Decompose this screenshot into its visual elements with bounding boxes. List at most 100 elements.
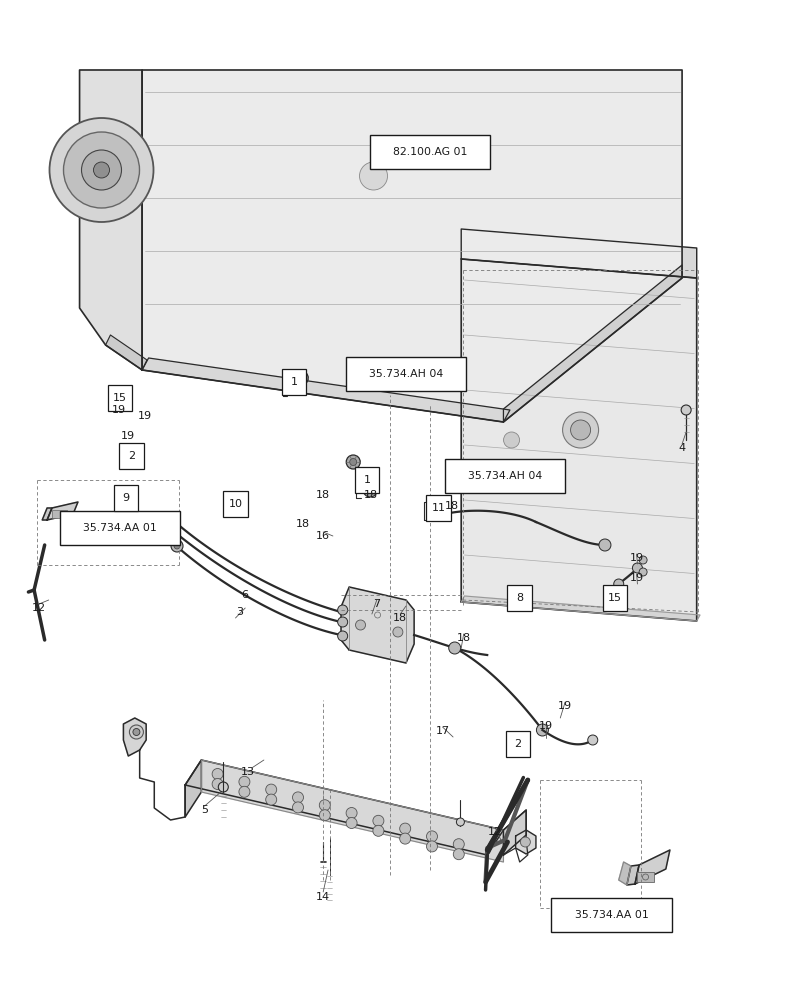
Text: 35.734.AH 04: 35.734.AH 04 <box>368 369 443 379</box>
Bar <box>637 872 653 882</box>
Text: 1: 1 <box>363 475 370 485</box>
Bar <box>602 585 626 611</box>
Circle shape <box>298 374 304 381</box>
Bar <box>108 385 132 411</box>
Circle shape <box>393 627 402 637</box>
Polygon shape <box>626 865 638 885</box>
Circle shape <box>599 539 610 551</box>
Circle shape <box>453 849 464 860</box>
Circle shape <box>337 631 347 641</box>
Text: 2: 2 <box>128 451 135 461</box>
Text: 18: 18 <box>456 633 470 643</box>
Text: 1: 1 <box>290 377 297 387</box>
Text: 35.734.AA 01: 35.734.AA 01 <box>574 910 647 920</box>
Text: 7: 7 <box>373 599 380 609</box>
Polygon shape <box>185 760 201 817</box>
Circle shape <box>632 563 642 573</box>
Polygon shape <box>461 259 696 621</box>
Bar <box>281 369 306 395</box>
Text: 19: 19 <box>137 411 152 421</box>
Polygon shape <box>461 229 696 278</box>
Text: 2: 2 <box>514 739 521 749</box>
Circle shape <box>448 642 460 654</box>
Text: 11: 11 <box>431 503 445 513</box>
Circle shape <box>265 794 277 805</box>
Polygon shape <box>79 70 142 370</box>
Text: 16: 16 <box>315 531 330 541</box>
Text: 6: 6 <box>242 590 248 600</box>
Bar <box>551 898 671 932</box>
Circle shape <box>613 579 623 589</box>
Circle shape <box>337 605 347 615</box>
Text: 18: 18 <box>444 501 459 511</box>
Circle shape <box>294 371 308 385</box>
Circle shape <box>345 455 360 469</box>
Bar <box>52 510 67 518</box>
Text: 3: 3 <box>236 607 242 617</box>
Text: 19: 19 <box>121 431 135 441</box>
Bar <box>354 467 379 493</box>
Circle shape <box>174 543 180 549</box>
Circle shape <box>238 776 250 787</box>
Circle shape <box>359 162 387 190</box>
Circle shape <box>171 540 182 552</box>
Bar <box>370 135 490 169</box>
Polygon shape <box>47 502 78 520</box>
Text: 35.734.AA 01: 35.734.AA 01 <box>84 523 157 533</box>
Polygon shape <box>634 850 669 884</box>
Circle shape <box>587 735 597 745</box>
Circle shape <box>536 724 547 736</box>
Circle shape <box>129 725 144 739</box>
Circle shape <box>212 768 223 779</box>
Bar <box>223 491 247 517</box>
Text: 19: 19 <box>111 405 126 415</box>
Circle shape <box>93 162 109 178</box>
Circle shape <box>562 412 598 448</box>
Text: 17: 17 <box>435 726 449 736</box>
Circle shape <box>570 420 590 440</box>
Circle shape <box>238 786 250 797</box>
Bar <box>505 731 530 757</box>
Text: 12: 12 <box>487 827 502 837</box>
Circle shape <box>426 841 437 852</box>
Polygon shape <box>142 70 681 422</box>
Circle shape <box>292 792 303 803</box>
Text: 18: 18 <box>393 613 407 623</box>
Circle shape <box>319 810 330 821</box>
Text: 35.734.AH 04: 35.734.AH 04 <box>467 471 542 481</box>
Polygon shape <box>618 862 630 885</box>
Text: 13: 13 <box>240 767 255 777</box>
Text: 15: 15 <box>607 593 621 603</box>
Bar <box>114 485 138 511</box>
Bar <box>444 459 564 493</box>
Circle shape <box>399 823 410 834</box>
Circle shape <box>367 487 373 493</box>
Bar <box>119 443 144 469</box>
Circle shape <box>212 778 223 789</box>
Polygon shape <box>515 830 535 854</box>
Bar <box>60 511 180 545</box>
Circle shape <box>399 833 410 844</box>
Circle shape <box>363 483 377 497</box>
Polygon shape <box>123 718 146 756</box>
Circle shape <box>680 405 690 415</box>
Circle shape <box>520 837 530 847</box>
Circle shape <box>456 818 464 826</box>
Text: 10: 10 <box>228 499 242 509</box>
Circle shape <box>439 508 450 520</box>
Circle shape <box>638 556 646 564</box>
Circle shape <box>345 807 357 818</box>
Text: 15: 15 <box>113 393 127 403</box>
Text: 19: 19 <box>538 721 552 731</box>
Text: 5: 5 <box>201 805 208 815</box>
Text: 4: 4 <box>678 443 684 453</box>
Bar <box>426 495 450 521</box>
Text: 19: 19 <box>557 701 572 711</box>
Circle shape <box>638 568 646 576</box>
Text: 8: 8 <box>516 593 522 603</box>
Polygon shape <box>142 358 509 422</box>
Circle shape <box>292 802 303 813</box>
Polygon shape <box>341 587 414 663</box>
Circle shape <box>319 800 330 811</box>
Text: 82.100.AG 01: 82.100.AG 01 <box>393 147 467 157</box>
